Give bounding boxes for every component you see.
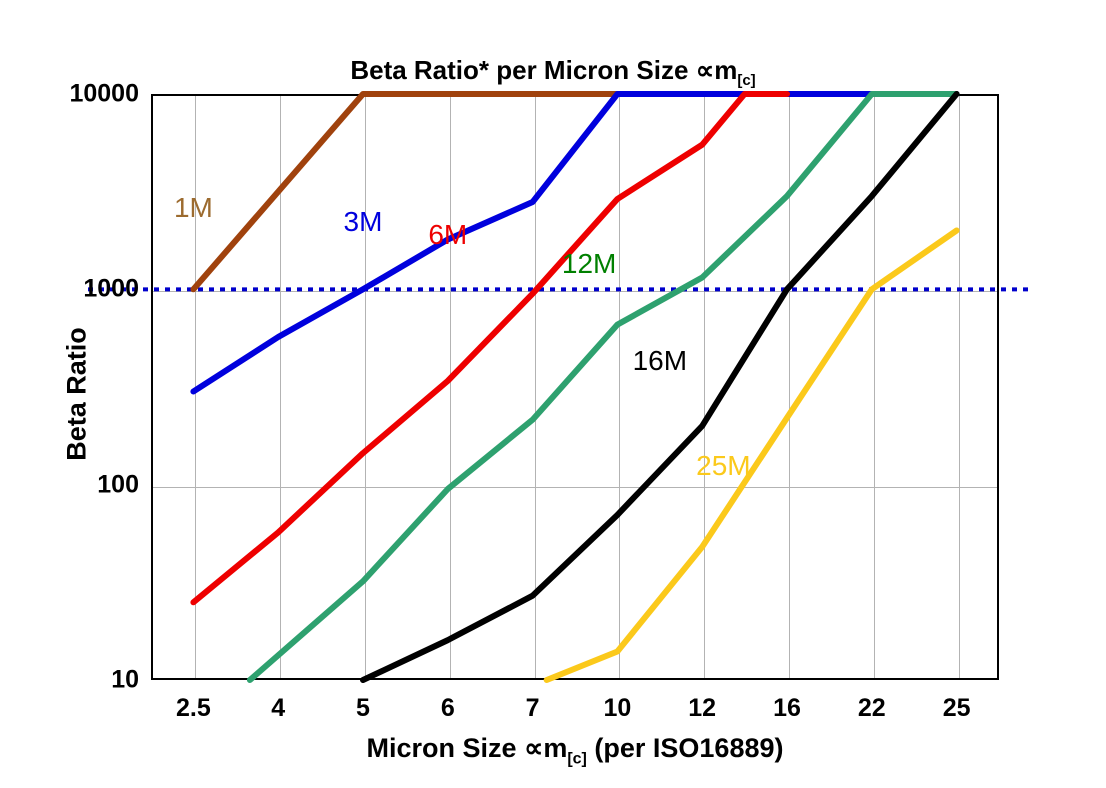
series-label-6m: 6M — [428, 218, 468, 250]
x-tick-label: 22 — [857, 694, 886, 722]
series-line-25m — [543, 227, 960, 683]
x-tick-label: 2.5 — [176, 694, 211, 722]
x-gridline — [704, 96, 706, 678]
x-tick-label: 6 — [440, 694, 455, 722]
x-gridline — [619, 96, 621, 678]
series-label-12m: 12M — [561, 247, 617, 279]
plot-area — [151, 94, 999, 680]
x-axis-title: Micron Size ∝m[c] (per ISO16889) — [151, 733, 999, 768]
x-tick-label: 5 — [356, 694, 370, 722]
series-line-3m — [190, 91, 960, 395]
x-tick-label: 25 — [942, 694, 971, 722]
x-tick-label: 12 — [688, 694, 717, 722]
y-axis-title: Beta Ratio — [61, 327, 92, 461]
x-axis-title-main: Micron Size ∝m — [366, 733, 568, 763]
chart-title-main: Beta Ratio* per Micron Size ∝m — [350, 55, 738, 85]
series-line-6m — [190, 91, 790, 606]
y-tick-label: 10 — [111, 665, 139, 694]
x-tick-label: 16 — [773, 694, 801, 722]
y-tick-label: 1000 — [83, 274, 139, 303]
x-gridline — [280, 96, 282, 678]
y-gridline — [153, 486, 997, 488]
series-label-3m: 3M — [343, 206, 383, 238]
series-label-1m: 1M — [173, 192, 213, 224]
x-gridline — [789, 96, 790, 678]
x-tick-label: 10 — [603, 694, 632, 722]
x-gridline — [534, 96, 536, 678]
series-line-1m — [190, 91, 621, 293]
x-tick-label: 7 — [525, 694, 540, 722]
x-gridline — [873, 96, 875, 678]
x-tick-label: 4 — [271, 694, 286, 722]
series-line-16m — [360, 91, 960, 683]
chart-title: Beta Ratio* per Micron Size ∝m[c] — [0, 55, 1106, 89]
x-gridline — [958, 96, 960, 678]
y-tick-label: 10000 — [69, 79, 139, 108]
y-gridline — [153, 291, 997, 293]
x-gridline — [449, 96, 451, 678]
series-label-25m: 25M — [696, 449, 751, 481]
y-tick-label: 100 — [97, 470, 139, 499]
series-line-12m — [246, 91, 960, 683]
x-axis-title-tail: (per ISO16889) — [586, 733, 784, 763]
x-gridline — [365, 96, 366, 678]
series-label-16m: 16M — [632, 344, 688, 376]
x-axis-title-subscript: [c] — [567, 750, 587, 768]
chart-title-subscript: [c] — [737, 72, 756, 90]
